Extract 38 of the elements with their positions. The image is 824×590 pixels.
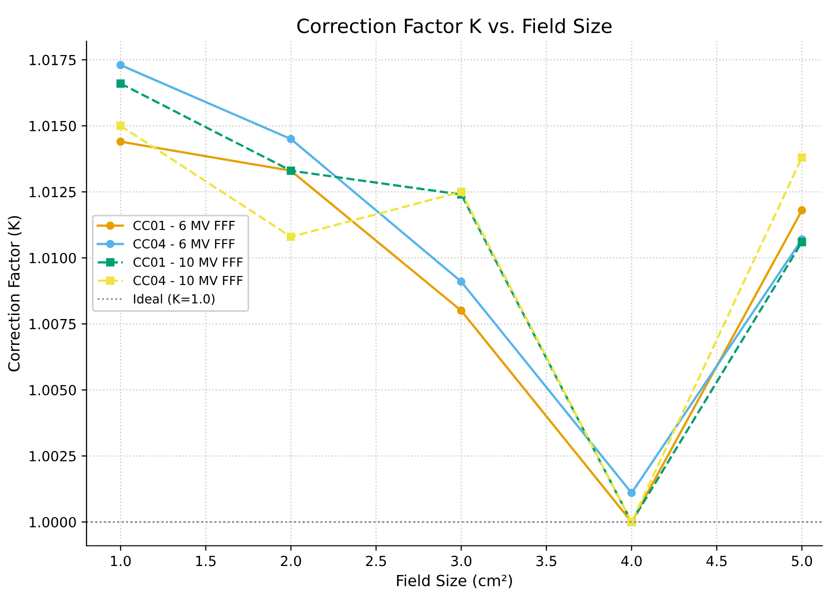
x-tick-label: 4.0 — [621, 556, 642, 566]
point — [798, 238, 806, 246]
y-tick-label: 1.0125 — [30, 186, 76, 198]
point — [286, 232, 296, 241]
point — [116, 137, 125, 146]
y-axis-title: Correction Factor (K) — [8, 216, 22, 372]
legend-label: CC04 - 6 MV FFF — [133, 239, 235, 249]
y-tick-label: 1.0025 — [30, 450, 76, 462]
point — [116, 122, 125, 130]
y-tick-label: 1.0175 — [30, 54, 76, 66]
point — [457, 306, 466, 315]
x-tick-label: 1.0 — [111, 556, 131, 566]
legend-label: Ideal (K=1.0) — [134, 294, 214, 306]
y-tick-label: 1.0000 — [30, 516, 76, 528]
x-tick-label: 2.0 — [280, 556, 302, 566]
point — [457, 277, 466, 286]
point — [116, 79, 125, 88]
y-tick-label: 1.0150 — [30, 120, 76, 132]
point — [116, 60, 125, 70]
x-tick-label: 4.5 — [706, 556, 727, 566]
point — [627, 488, 636, 498]
x-tick-label: 3.0 — [451, 556, 472, 566]
x-tick-label: 3.5 — [536, 556, 556, 566]
point — [798, 206, 806, 214]
legend-label: CC01 - 10 MV FFF — [133, 257, 243, 267]
point — [457, 188, 466, 196]
legend-label: CC04 - 10 MV FFF — [133, 276, 243, 286]
x-tick-label: 1.5 — [196, 556, 216, 566]
point — [798, 153, 806, 162]
chart-title: Correction Factor K vs. Field Size — [297, 18, 612, 34]
y-tick-label: 1.0050 — [30, 384, 76, 396]
y-tick-label: 1.0100 — [30, 252, 76, 264]
y-tick-label: 1.0075 — [30, 318, 76, 330]
x-tick-label: 2.5 — [366, 556, 386, 566]
legend-label: CC01 - 6 MV FFF — [133, 220, 235, 230]
x-axis-title: Field Size (cm²) — [397, 574, 512, 588]
x-tick-label: 5.0 — [792, 556, 812, 566]
point — [286, 134, 296, 144]
